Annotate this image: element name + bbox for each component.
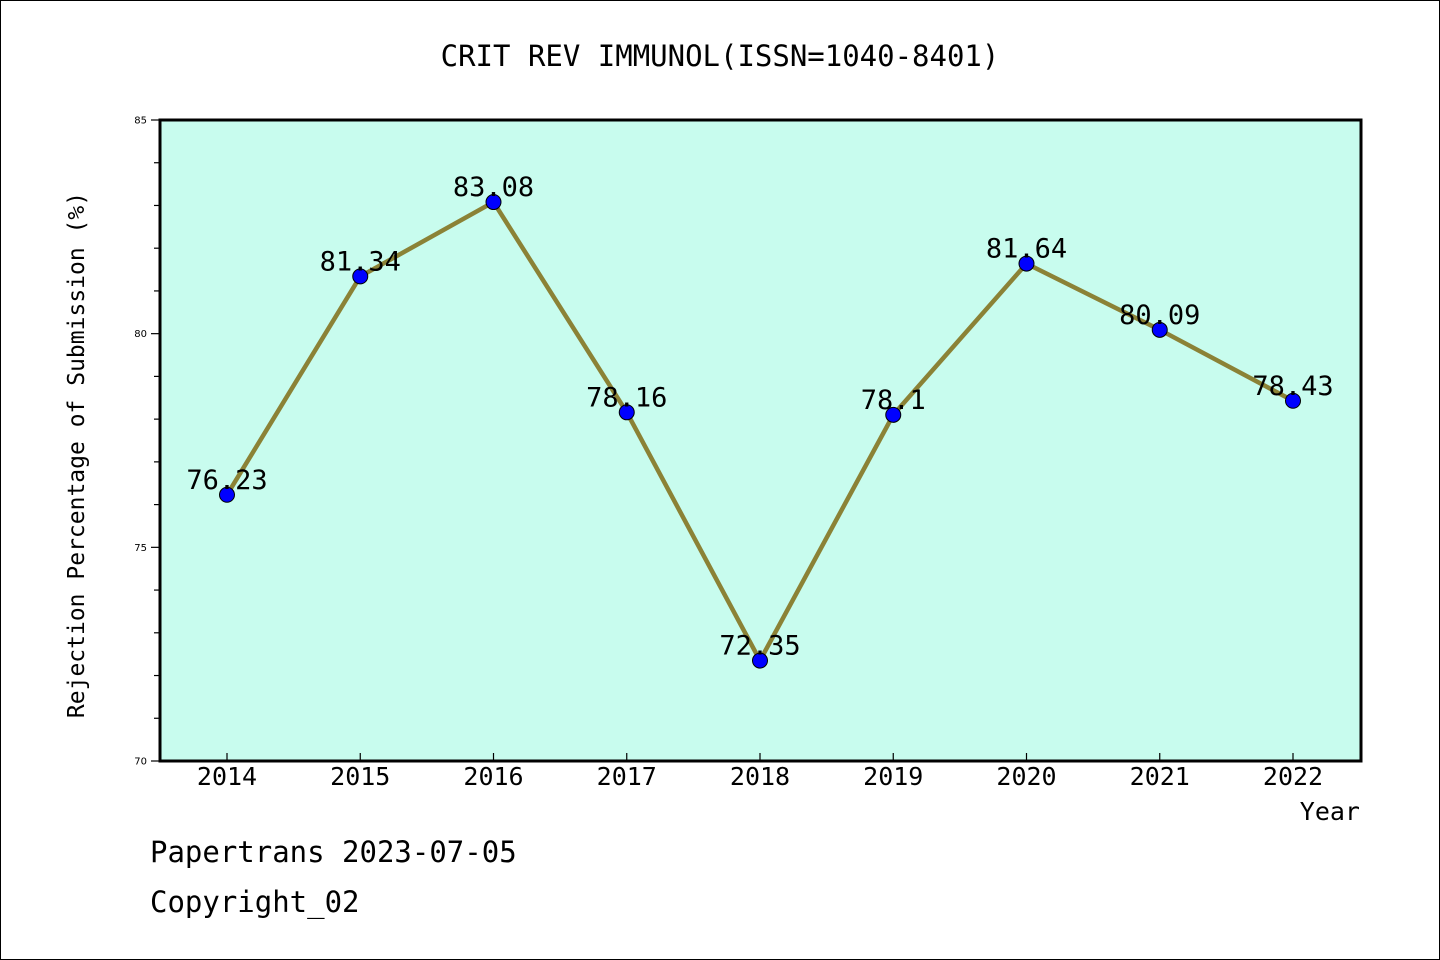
y-axis-label: Rejection Percentage of Submission (%): [64, 192, 90, 718]
data-label: 78.43: [1252, 371, 1333, 402]
data-point: [1285, 392, 1301, 409]
data-label: 81.34: [320, 246, 401, 277]
y-axis: 70 75 80 85: [134, 116, 160, 768]
data-label: 78.1: [861, 385, 926, 416]
data-point: [219, 486, 235, 503]
x-tick-label: 2022: [1263, 762, 1323, 791]
x-axis: 2014 2015 2016 2017 2018 2019 2020 2021 2022: [197, 753, 1323, 791]
footer-copyright: Copyright_02: [150, 885, 360, 919]
data-label: 78.16: [586, 382, 667, 413]
data-point: [885, 406, 902, 423]
data-label: 81.64: [986, 234, 1067, 265]
data-label: 76.23: [186, 465, 267, 496]
x-tick-label: 2015: [330, 762, 390, 791]
data-point: [1151, 321, 1168, 338]
x-tick-label: 2018: [730, 762, 790, 791]
y-tick-label: 85: [134, 116, 147, 127]
y-tick-label: 70: [134, 757, 147, 768]
x-tick-label: 2021: [1130, 762, 1190, 791]
y-tick-label: 80: [134, 329, 147, 340]
data-point: [352, 268, 369, 285]
data-labels: 76.23 81.34 83.08 78.16 72.35 78.1 81.64 80.09 7…: [186, 172, 1333, 662]
data-label: 80.09: [1119, 300, 1200, 331]
data-point: [1018, 255, 1035, 272]
x-axis-label: Year: [1300, 797, 1360, 826]
footer-date: Papertrans 2023-07-05: [150, 835, 517, 869]
data-label: 83.08: [453, 172, 534, 203]
data-point: [752, 652, 768, 669]
data-markers: [219, 194, 1301, 669]
data-point: [485, 194, 502, 211]
data-label: 72.35: [719, 631, 800, 662]
x-tick-label: 2014: [197, 762, 257, 791]
chart-title: CRIT REV IMMUNOL(ISSN=1040-8401): [441, 39, 1000, 73]
x-tick-label: 2017: [597, 762, 657, 791]
x-tick-label: 2020: [996, 762, 1056, 791]
y-tick-label: 75: [134, 543, 147, 554]
x-tick-label: 2019: [863, 762, 923, 791]
x-tick-label: 2016: [463, 762, 523, 791]
data-point: [618, 404, 635, 421]
